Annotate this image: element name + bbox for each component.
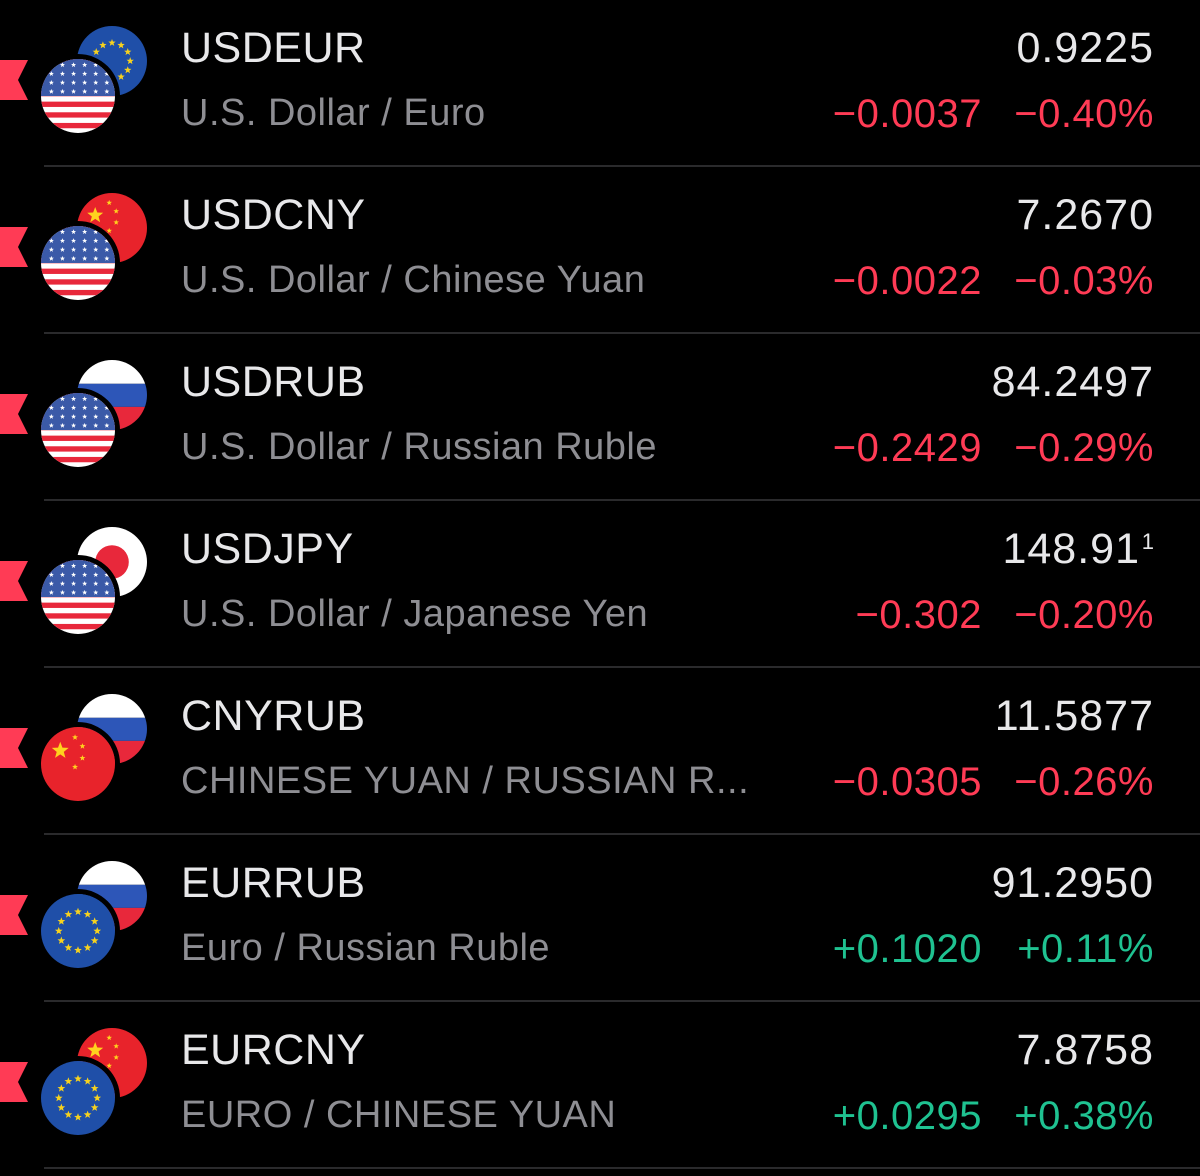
pair-name: U.S. Dollar / Chinese Yuan — [181, 259, 646, 301]
row-divider — [44, 332, 1200, 334]
pair-symbol: USDEUR — [181, 24, 366, 72]
us-flag-icon — [41, 59, 115, 133]
us-flag-icon — [41, 393, 115, 467]
watchlist-row-usdjpy[interactable]: USDJPY U.S. Dollar / Japanese Yen 1 148.91−… — [0, 501, 1200, 668]
us-flag-icon — [41, 226, 115, 300]
percent-change: −0.29% — [1014, 426, 1154, 470]
watchlist-row-eurrub[interactable]: EURRUB Euro / Russian Ruble 91.2950 +0.1020… — [0, 835, 1200, 1002]
pair-symbol: USDCNY — [181, 191, 366, 239]
currency-pair-flags — [40, 527, 152, 639]
row-divider — [44, 1000, 1200, 1002]
price-change: −0.2429 — [832, 426, 982, 470]
eu-flag-icon — [41, 894, 115, 968]
price-value: 11.5877 — [994, 692, 1154, 740]
watchlist-row-cnyrub[interactable]: CNYRUB CHINESE YUAN / RUSSIAN R... 11.5877… — [0, 668, 1200, 835]
alert-marker-icon — [0, 895, 28, 935]
watchlist-row-usdcny[interactable]: USDCNY U.S. Dollar / Chinese Yuan 7.2670 −0… — [0, 167, 1200, 334]
percent-change: −0.03% — [1014, 259, 1154, 303]
row-divider — [44, 1167, 1200, 1169]
currency-pair-flags — [40, 861, 152, 973]
currency-pair-flags — [40, 26, 152, 138]
row-divider — [44, 165, 1200, 167]
row-divider — [44, 499, 1200, 501]
pair-name: CHINESE YUAN / RUSSIAN R... — [181, 760, 750, 802]
pair-symbol: EURCNY — [181, 1026, 366, 1074]
price-change: +0.1020 — [832, 927, 982, 971]
percent-change: +0.38% — [1014, 1094, 1154, 1138]
price-value: 91.2950 — [991, 859, 1154, 907]
price-value: 7.8758 — [1016, 1026, 1154, 1074]
cn-flag-icon — [41, 727, 115, 801]
percent-change: −0.26% — [1014, 760, 1154, 804]
alert-marker-icon — [0, 1062, 28, 1102]
price-change: −0.0022 — [832, 259, 982, 303]
price-value: 7.2670 — [1016, 191, 1154, 239]
percent-change: +0.11% — [1017, 927, 1154, 971]
pair-name: U.S. Dollar / Russian Ruble — [181, 426, 658, 468]
pair-name: U.S. Dollar / Japanese Yen — [181, 593, 649, 635]
pair-symbol: EURRUB — [181, 859, 366, 907]
alert-marker-icon — [0, 394, 28, 434]
percent-change: −0.40% — [1014, 92, 1154, 136]
percent-change: −0.20% — [1014, 593, 1154, 637]
currency-pair-flags — [40, 360, 152, 472]
alert-marker-icon — [0, 60, 28, 100]
price-extra-digit: 1 — [1141, 529, 1154, 554]
pair-name: Euro / Russian Ruble — [181, 927, 551, 969]
price-change: +0.0295 — [832, 1094, 982, 1138]
pair-symbol: USDRUB — [181, 358, 366, 406]
watchlist-row-usdrub[interactable]: USDRUB U.S. Dollar / Russian Ruble 84.2497… — [0, 334, 1200, 501]
currency-pair-flags — [40, 193, 152, 305]
price-change: −0.0305 — [832, 760, 982, 804]
pair-symbol: USDJPY — [181, 525, 354, 573]
eu-flag-icon — [41, 1061, 115, 1135]
price-value: 84.2497 — [991, 358, 1154, 406]
currency-pair-flags — [40, 1028, 152, 1140]
price-change: −0.302 — [855, 593, 982, 637]
row-divider — [44, 833, 1200, 835]
us-flag-icon — [41, 560, 115, 634]
alert-marker-icon — [0, 561, 28, 601]
alert-marker-icon — [0, 728, 28, 768]
pair-symbol: CNYRUB — [181, 692, 366, 740]
pair-name: EURO / CHINESE YUAN — [181, 1094, 617, 1136]
pair-name: U.S. Dollar / Euro — [181, 92, 486, 134]
price-value: 0.9225 — [1016, 24, 1154, 72]
row-divider — [44, 666, 1200, 668]
price-value: 148.91 — [1002, 525, 1140, 573]
alert-marker-icon — [0, 227, 28, 267]
currency-pair-flags — [40, 694, 152, 806]
watchlist-row-usdeur[interactable]: USDEUR U.S. Dollar / Euro 0.9225 −0.0037 −0.… — [0, 0, 1200, 167]
price-change: −0.0037 — [832, 92, 982, 136]
watchlist-row-eurcny[interactable]: EURCNY EURO / CHINESE YUAN 7.8758 +0.0295 +0… — [0, 1002, 1200, 1169]
